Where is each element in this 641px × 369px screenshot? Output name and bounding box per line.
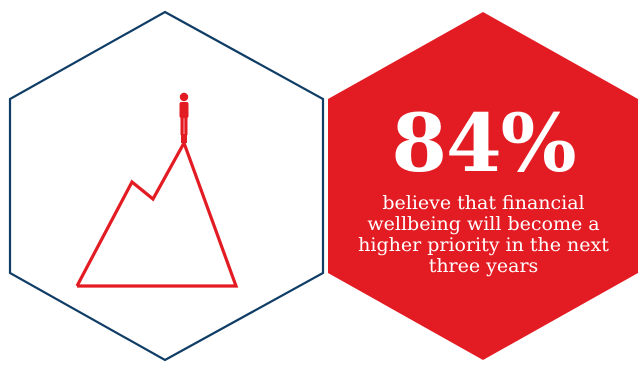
hexagon-outline-shape (8, 10, 325, 362)
mountain-icon (75, 139, 239, 288)
person-icon (179, 92, 189, 143)
hexagon-filled-shape (328, 12, 638, 360)
stat-percentage: 84% (391, 96, 576, 190)
filled-hexagon (328, 12, 638, 360)
stat-block: 84% believe that financial wellbeing wil… (326, 0, 641, 369)
person-on-mountain-peak-icon (75, 92, 239, 288)
outline-hexagon (8, 10, 325, 362)
stat-caption: believe that financial wellbeing will be… (358, 192, 609, 277)
